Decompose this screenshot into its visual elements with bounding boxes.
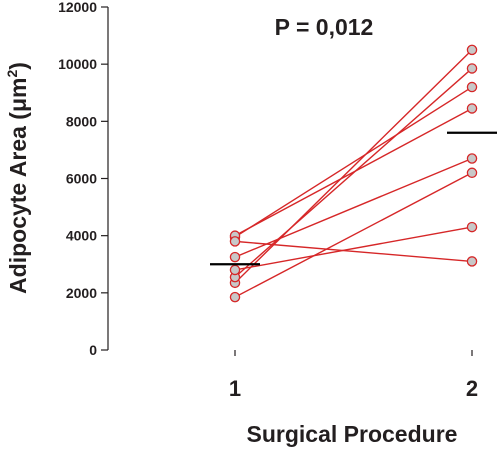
- y-tick-label: 10000: [58, 56, 97, 72]
- series-line: [234, 240, 473, 263]
- y-tick-label: 0: [89, 342, 97, 358]
- subject-series: [229, 221, 478, 276]
- p-value-annotation: P = 0,012: [275, 14, 374, 40]
- subject-series: [229, 167, 478, 303]
- data-point: [466, 63, 478, 74]
- y-tick-label: 12000: [58, 0, 97, 15]
- y-axis-title-close: ): [5, 62, 31, 70]
- y-tick-label: 8000: [66, 113, 97, 129]
- x-tick-label: 1: [229, 376, 241, 401]
- subject-series: [229, 236, 478, 267]
- y-axis-ticks: 0 2000 4000 6000 8000 10000 12000: [58, 0, 108, 358]
- y-axis-title-superscript: 2: [4, 70, 20, 78]
- data-point: [466, 44, 478, 56]
- data-point: [466, 81, 478, 93]
- y-axis-title: Adipocyte Area (μm2): [4, 62, 31, 294]
- series-line: [234, 157, 473, 258]
- series-line: [234, 172, 473, 298]
- y-axis-title-main: Adipocyte Area (: [5, 112, 31, 294]
- data-point: [229, 236, 241, 247]
- series-line: [234, 49, 473, 284]
- data-point: [466, 153, 478, 164]
- series-line: [234, 226, 473, 271]
- data-point: [229, 251, 241, 263]
- data-point: [466, 103, 478, 114]
- subject-series: [229, 153, 478, 263]
- y-tick-label: 4000: [66, 228, 97, 244]
- data-point: [466, 167, 478, 179]
- x-tick-label: 2: [466, 376, 478, 401]
- y-tick-label: 6000: [66, 171, 97, 187]
- data-series: [229, 44, 478, 303]
- mean-markers: [210, 131, 497, 266]
- data-point: [229, 264, 241, 276]
- data-point: [466, 221, 478, 233]
- data-point: [466, 256, 478, 267]
- x-axis-title: Surgical Procedure: [247, 421, 458, 447]
- series-line: [234, 86, 473, 238]
- y-axis-title-unit: μm: [5, 78, 31, 113]
- y-tick-label: 2000: [66, 285, 97, 301]
- series-line: [234, 107, 473, 237]
- data-point: [229, 291, 241, 303]
